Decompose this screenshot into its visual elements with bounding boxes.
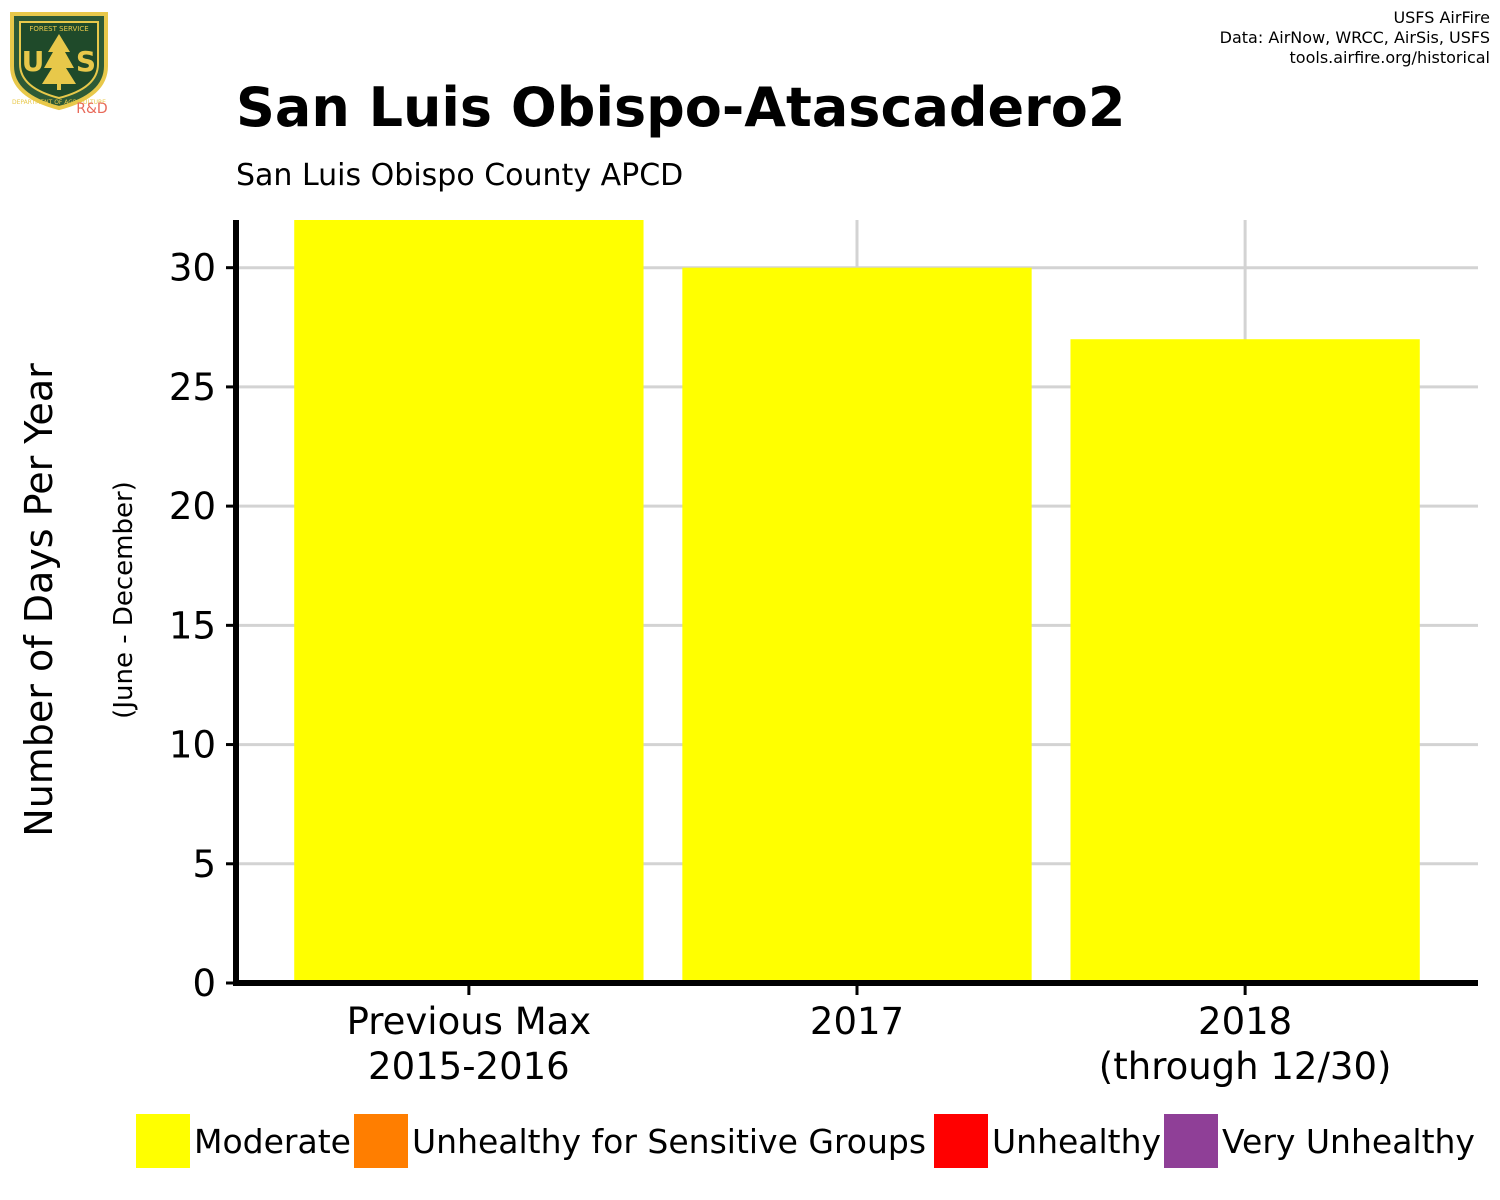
bars <box>294 220 1420 983</box>
credits: USFS AirFire Data: AirNow, WRCC, AirSis,… <box>1220 8 1490 68</box>
legend-label: Very Unhealthy <box>1222 1122 1475 1161</box>
forest-service-logo: U S FOREST SERVICE DEPARTMENT OF AGRICUL… <box>10 12 108 117</box>
y-tick-label: 0 <box>192 962 216 1005</box>
legend-label: Unhealthy <box>992 1122 1161 1161</box>
legend-swatch <box>934 1114 988 1168</box>
credit-line: Data: AirNow, WRCC, AirSis, USFS <box>1219 28 1490 47</box>
logo-bottom-text: DEPARTMENT OF AGRICULTURE <box>12 99 106 106</box>
x-tick-label: 2015-2016 <box>368 1045 570 1088</box>
bar <box>1070 339 1420 983</box>
x-tick-label: 2017 <box>810 1000 904 1043</box>
svg-text:U: U <box>22 45 45 78</box>
x-tick-label: 2018 <box>1198 1000 1292 1043</box>
legend: Moderate Unhealthy for Sensitive Groups Un… <box>136 1114 1475 1168</box>
chart-subtitle: San Luis Obispo County APCD <box>236 158 683 193</box>
x-tick-label: Previous Max <box>347 1000 592 1043</box>
legend-swatch <box>136 1114 190 1168</box>
credit-line: tools.airfire.org/historical <box>1289 48 1490 67</box>
y-tick-label: 15 <box>169 604 216 647</box>
y-tick-label: 30 <box>169 247 216 290</box>
legend-label: Unhealthy for Sensitive Groups <box>412 1122 926 1161</box>
bar <box>294 220 644 983</box>
y-tick-label: 20 <box>169 485 216 528</box>
y-tick-label: 10 <box>169 724 216 767</box>
axes <box>226 220 1478 995</box>
y-axis-label: Number of Days Per Year <box>17 363 61 837</box>
y-tick-label: 5 <box>192 843 216 886</box>
legend-swatch <box>354 1114 408 1168</box>
bar <box>682 267 1032 983</box>
legend-swatch <box>1164 1114 1218 1168</box>
svg-text:S: S <box>76 45 96 78</box>
legend-label: Moderate <box>194 1122 351 1161</box>
logo-top-text: FOREST SERVICE <box>29 25 88 33</box>
y-tick-labels: 0 5 10 15 20 25 30 <box>169 247 216 1005</box>
logo-tag: R&D <box>76 101 107 117</box>
credit-line: USFS AirFire <box>1393 8 1490 27</box>
y-tick-label: 25 <box>169 366 216 409</box>
x-tick-label: (through 12/30) <box>1099 1045 1392 1088</box>
chart-title: San Luis Obispo-Atascadero2 <box>236 76 1125 139</box>
y-axis-sublabel: (June - December) <box>109 481 139 719</box>
